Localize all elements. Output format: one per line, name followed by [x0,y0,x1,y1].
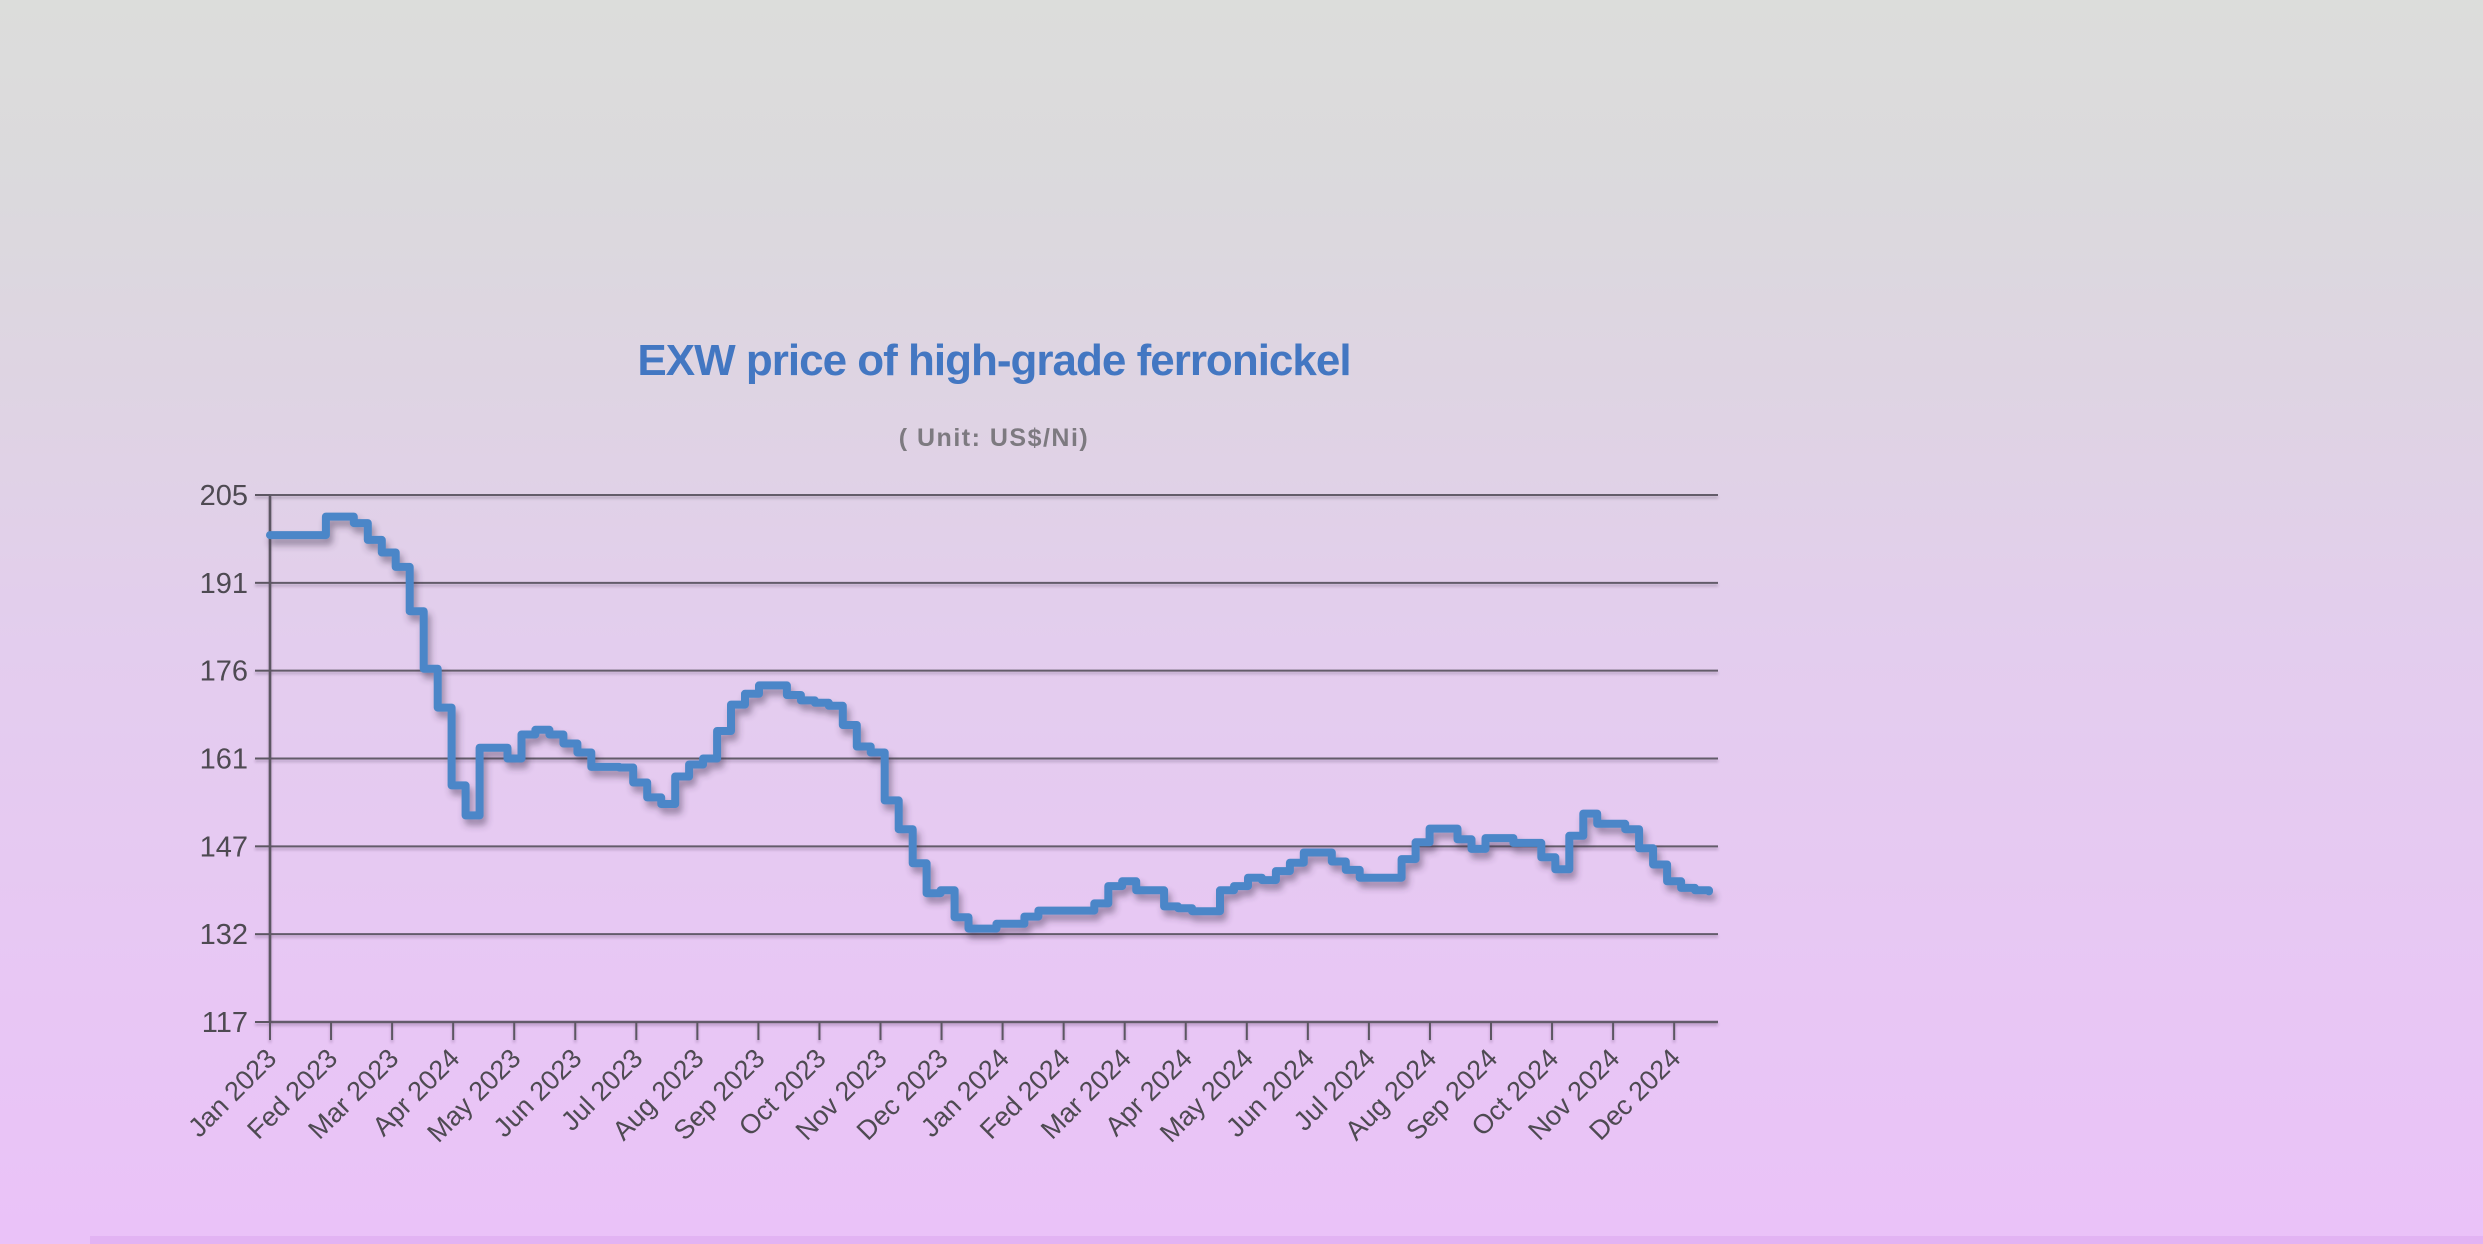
axes [255,494,1676,1040]
y-tick-label: 147 [200,831,248,863]
y-tick-label: 176 [200,656,248,688]
y-tick-label: 117 [202,1007,248,1039]
price-line [266,512,1713,933]
y-tick-label: 191 [200,568,248,600]
y-tick-label: 161 [200,744,248,776]
gridlines [270,494,1718,1024]
bottom-edge-strip [90,1236,2483,1244]
chart-title: EXW price of high-grade ferronickel [637,336,1351,385]
y-tick-label: 132 [200,919,248,951]
y-tick-label: 205 [200,480,248,512]
chart-unit-label: ( Unit: US$/Ni) [898,424,1090,452]
price-line-series [266,512,1713,933]
